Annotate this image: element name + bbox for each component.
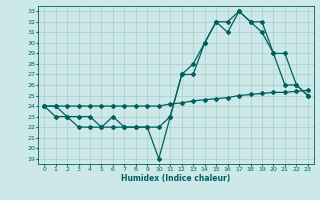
- X-axis label: Humidex (Indice chaleur): Humidex (Indice chaleur): [121, 174, 231, 183]
